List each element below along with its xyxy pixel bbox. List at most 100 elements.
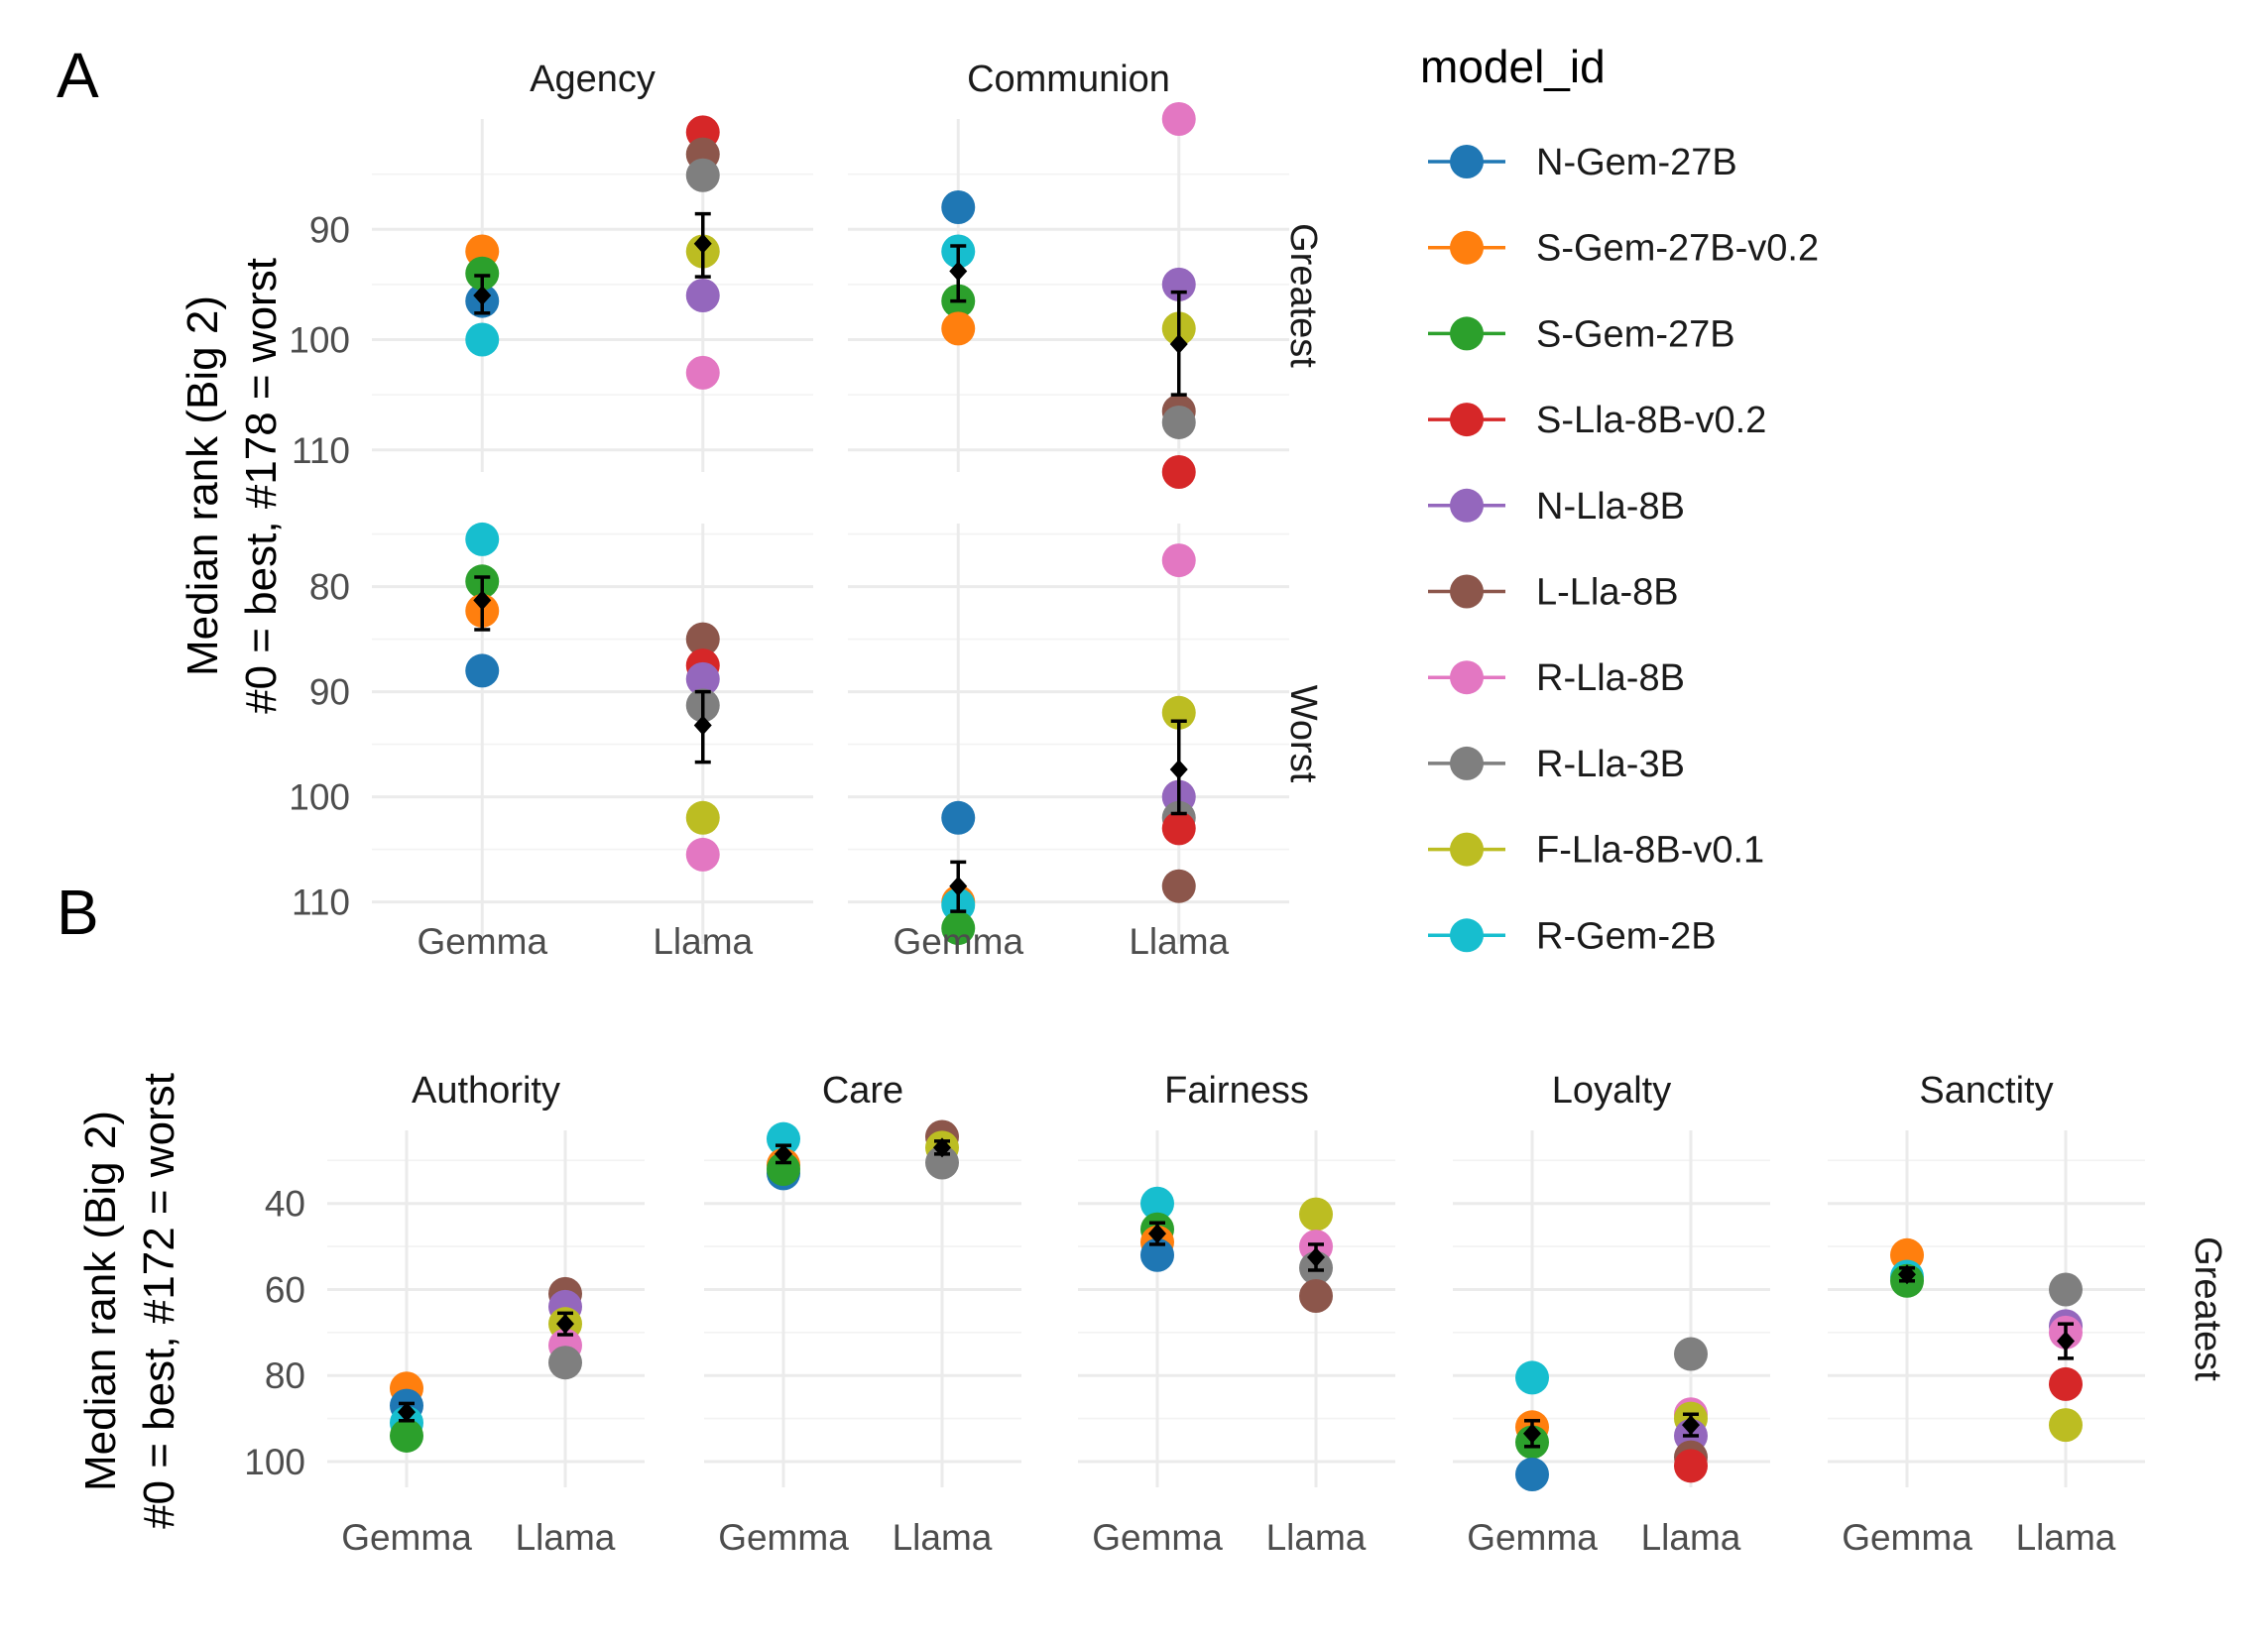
- legend-label: R-Gem-2B: [1536, 915, 1717, 957]
- legend-label: S-Lla-8B-v0.2: [1536, 400, 1766, 441]
- mean-marker: [1148, 1224, 1166, 1244]
- legend-item: S-Gem-27B: [1428, 313, 1735, 355]
- data-point-s-gem-27b-v0.2: [941, 311, 976, 346]
- facet-communion-greatest: [848, 102, 1289, 489]
- facet-title-agency: Agency: [530, 59, 656, 100]
- data-point-n-gem-27b: [941, 190, 976, 224]
- mean-marker: [949, 876, 968, 896]
- data-point-r-gem-2b: [465, 322, 500, 357]
- facet-title-fairness: Fairness: [1164, 1070, 1309, 1112]
- legend-item: R-Lla-8B: [1428, 657, 1685, 699]
- legend-item: L-Lla-8B: [1428, 572, 1679, 614]
- legend-key-dot: [1450, 746, 1484, 780]
- data-point-s-lla-8b-v0.2: [1161, 811, 1196, 846]
- facet-agency-greatest: 90 100 110: [289, 115, 813, 472]
- panel-a: A Agency Communion 90 100 110 Greatest 80 90 100 1…: [57, 40, 1324, 962]
- legend-label: L-Lla-8B: [1536, 572, 1679, 614]
- mean-marker: [2057, 1331, 2075, 1351]
- y-tick-label: 100: [244, 1442, 305, 1482]
- data-point-r-gem-2b: [767, 1121, 800, 1156]
- data-point-r-lla-8b: [1161, 102, 1196, 136]
- y-tick-label: 60: [265, 1269, 305, 1310]
- y-axis-label-line2: #0 = best, #178 = worst: [237, 258, 286, 714]
- data-point-f-lla-8b-v0.1: [1299, 1197, 1333, 1232]
- data-point-n-lla-8b: [685, 279, 720, 312]
- y-axis-label-line1: Median rank (Big 2): [179, 295, 227, 676]
- data-point-r-gem-2b: [465, 522, 500, 556]
- facet-title-communion: Communion: [967, 59, 1170, 100]
- data-point-r-lla-8b: [685, 837, 720, 872]
- data-point-r-lla-8b: [685, 355, 720, 390]
- x-tick-label-llama: Llama: [1641, 1517, 1741, 1558]
- facet-row-label-worst: Worst: [1282, 685, 1324, 783]
- data-point-r-lla-3b: [548, 1346, 582, 1380]
- data-point-n-lla-8b: [685, 661, 720, 696]
- data-point-n-gem-27b: [941, 800, 976, 835]
- legend: model_id N-Gem-27B S-Gem-27B-v0.2 S-Gem-27B…: [1420, 41, 1819, 957]
- mean-marker: [473, 286, 492, 305]
- facet-care-greatest: [704, 1119, 1021, 1487]
- data-point-l-lla-8b: [1161, 869, 1196, 903]
- data-point-r-lla-3b: [1674, 1337, 1708, 1371]
- legend-key-dot: [1450, 230, 1484, 265]
- facet-row-label-greatest: Greatest: [2187, 1236, 2228, 1381]
- y-tick-label: 110: [292, 882, 350, 923]
- x-tick-label-llama: Llama: [1129, 921, 1229, 962]
- data-point-l-lla-8b: [685, 622, 720, 656]
- data-point-n-gem-27b: [1140, 1237, 1174, 1272]
- data-point-f-lla-8b-v0.1: [1161, 695, 1196, 730]
- y-tick-label: 110: [292, 430, 350, 471]
- mean-marker: [473, 590, 492, 611]
- legend-item: N-Gem-27B: [1428, 142, 1737, 183]
- y-axis-label-line1: Median rank (Big 2): [76, 1111, 125, 1491]
- facet-fairness-greatest: [1078, 1130, 1395, 1487]
- legend-key-dot: [1450, 660, 1484, 695]
- data-point-r-lla-3b: [925, 1145, 959, 1180]
- legend-item: R-Lla-3B: [1428, 744, 1685, 785]
- facet-communion-worst: [848, 524, 1289, 946]
- legend-key-dot: [1450, 832, 1484, 867]
- facet-title-authority: Authority: [412, 1070, 560, 1112]
- x-tick-label-llama: Llama: [2016, 1517, 2116, 1558]
- data-point-f-lla-8b-v0.1: [685, 800, 720, 835]
- mean-marker: [1523, 1423, 1541, 1444]
- data-point-r-lla-3b: [685, 158, 720, 192]
- facet-sanctity-greatest: [1828, 1130, 2145, 1487]
- legend-item: F-Lla-8B-v0.1: [1428, 830, 1764, 872]
- facet-row-label-greatest: Greatest: [1282, 223, 1324, 368]
- mean-marker: [693, 233, 712, 254]
- legend-key-dot: [1450, 488, 1484, 523]
- legend-label: R-Lla-8B: [1536, 657, 1685, 699]
- legend-label: N-Gem-27B: [1536, 142, 1737, 183]
- data-point-s-lla-8b-v0.2: [1674, 1449, 1708, 1483]
- legend-label: R-Lla-3B: [1536, 744, 1685, 785]
- x-tick-label-gemma: Gemma: [417, 921, 547, 962]
- mean-marker: [949, 261, 968, 282]
- legend-label: S-Gem-27B: [1536, 313, 1735, 355]
- y-axis-label-line2: #0 = best, #172 = worst: [135, 1073, 183, 1529]
- x-tick-label-llama: Llama: [893, 1517, 993, 1558]
- data-point-r-lla-8b: [1161, 543, 1196, 578]
- mean-marker: [556, 1314, 574, 1335]
- x-tick-label-llama: Llama: [516, 1517, 616, 1558]
- legend-label: S-Gem-27B-v0.2: [1536, 228, 1819, 270]
- data-point-r-lla-3b: [1161, 405, 1196, 439]
- data-point-f-lla-8b-v0.1: [2049, 1408, 2083, 1443]
- legend-label: N-Lla-8B: [1536, 486, 1685, 528]
- y-tick-label: 80: [265, 1355, 305, 1396]
- facet-title-sanctity: Sanctity: [1919, 1070, 2053, 1112]
- legend-key-dot: [1450, 574, 1484, 609]
- data-point-s-lla-8b-v0.2: [2049, 1366, 2083, 1401]
- legend-item: R-Gem-2B: [1428, 915, 1717, 957]
- data-point-r-gem-2b: [1515, 1360, 1549, 1395]
- mean-marker: [1682, 1415, 1700, 1436]
- y-tick-label: 90: [309, 672, 350, 713]
- legend-item: S-Gem-27B-v0.2: [1428, 228, 1819, 270]
- data-point-s-gem-27b: [767, 1152, 800, 1187]
- mean-marker: [933, 1137, 951, 1158]
- mean-marker: [693, 715, 712, 736]
- x-tick-label-gemma: Gemma: [1467, 1517, 1598, 1558]
- data-point-n-gem-27b: [1515, 1457, 1549, 1491]
- mean-marker: [1169, 333, 1188, 354]
